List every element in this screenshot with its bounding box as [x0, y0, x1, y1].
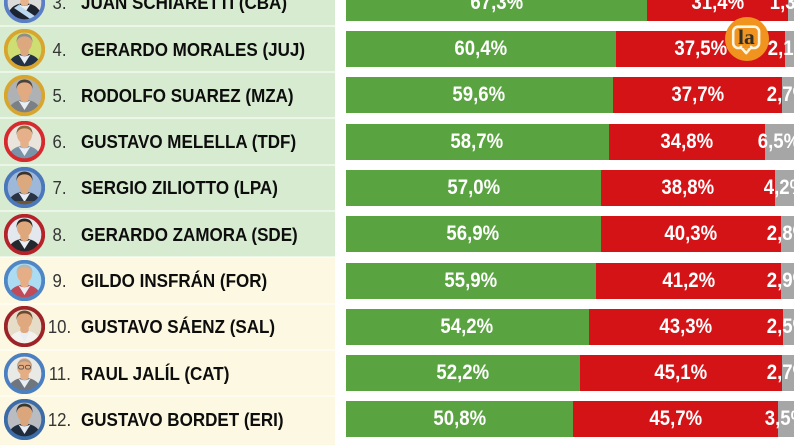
svg-text:la: la [738, 25, 755, 49]
